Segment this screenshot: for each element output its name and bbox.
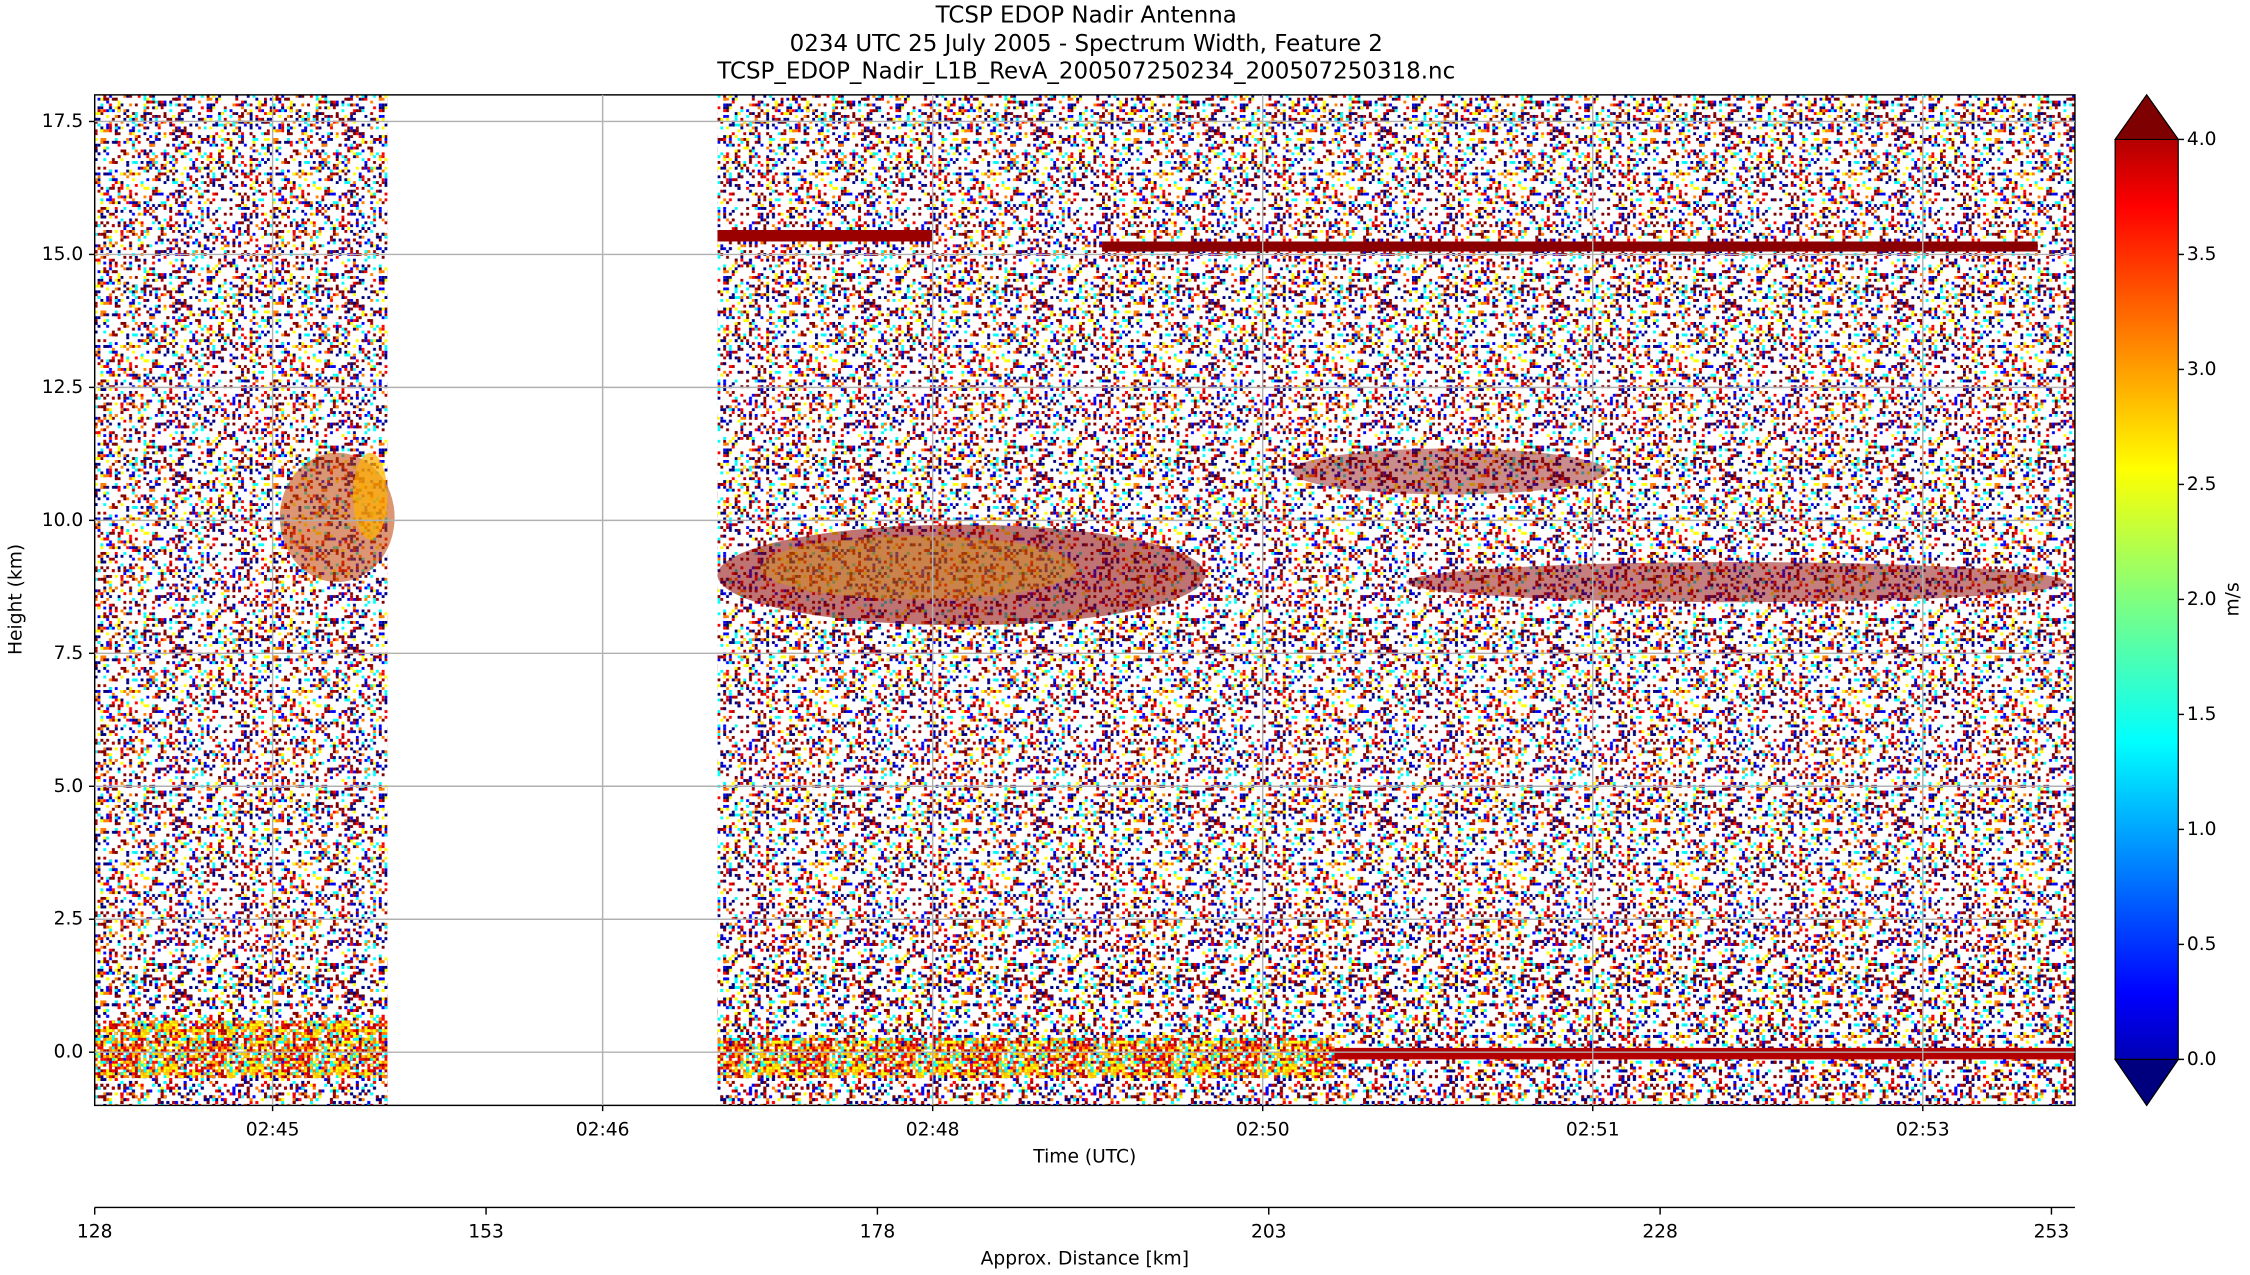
y-tick-label: 17.5 [42, 111, 84, 132]
plot-frame [93, 94, 2076, 1107]
colorbar-tick-label: 0.0 [2187, 1049, 2217, 1070]
chart-title: TCSP EDOP Nadir Antenna [935, 2, 1237, 28]
colorbar-tick-label: 0.5 [2187, 934, 2217, 955]
y-tick-label: 0.0 [54, 1042, 84, 1063]
distance-tick-label: 253 [2034, 1221, 2070, 1242]
x-tick-label: 02:46 [576, 1119, 630, 1140]
distance-tick-label: 203 [1251, 1221, 1287, 1242]
y-axis-label: Height (km) [5, 544, 26, 655]
x-tick-label: 02:45 [246, 1119, 300, 1140]
chart-subtitle: 0234 UTC 25 July 2005 - Spectrum Width, … [790, 31, 1383, 57]
x-tick-label: 02:53 [1896, 1119, 1950, 1140]
colorbar [2114, 93, 2179, 1107]
distance-tick-label: 228 [1642, 1221, 1678, 1242]
texture [717, 524, 1206, 626]
texture [717, 1037, 1335, 1079]
colorbar-tick-label: 3.5 [2187, 244, 2217, 265]
x-tick-label: 02:48 [906, 1119, 960, 1140]
source-file: TCSP_EDOP_Nadir_L1B_RevA_200507250234_20… [716, 58, 1455, 84]
x-tick-label: 02:50 [1236, 1119, 1290, 1140]
distance-tick-label: 153 [468, 1221, 504, 1242]
colorbar-tick-label: 1.0 [2187, 819, 2217, 840]
distance-axis-label: Approx. Distance [km] [981, 1249, 1189, 1270]
texture [760, 536, 1077, 600]
y-tick-label: 15.0 [42, 244, 84, 265]
colorbar-tick-label: 4.0 [2187, 129, 2217, 150]
y-tick-label: 10.0 [42, 510, 84, 531]
texture [1334, 1047, 2075, 1060]
y-tick-label: 2.5 [54, 909, 84, 930]
colorbar-tick-label: 2.0 [2187, 589, 2217, 610]
colorbar-extend [2114, 1058, 2180, 1107]
texture [717, 229, 933, 242]
colorbar-label: m/s [2222, 582, 2243, 616]
distance-tick-label: 128 [77, 1221, 113, 1242]
texture [352, 452, 388, 540]
y-tick-label: 12.5 [42, 377, 84, 398]
x-axis-label: Time (UTC) [1032, 1147, 1136, 1168]
texture [1406, 562, 2067, 603]
y-tick-label: 7.5 [54, 643, 84, 664]
x-tick-label: 02:51 [1566, 1119, 1620, 1140]
colorbar-tick-label: 1.5 [2187, 704, 2217, 725]
texture [94, 94, 388, 1106]
colorbar-tick-label: 2.5 [2187, 474, 2217, 495]
texture [1102, 241, 2038, 252]
radar-field [94, 94, 2075, 1106]
texture [1291, 448, 1608, 495]
colorbar-tick-label: 3.0 [2187, 359, 2217, 380]
distance-tick-label: 178 [860, 1221, 896, 1242]
colorbar-extend [2114, 93, 2180, 141]
texture [94, 1020, 388, 1079]
y-tick-label: 5.0 [54, 776, 84, 797]
